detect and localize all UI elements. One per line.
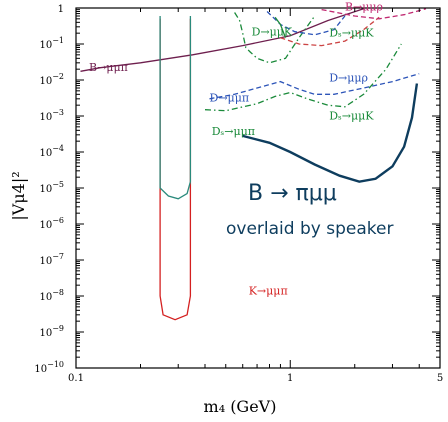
x-axis-label: m₄ (GeV) [204, 397, 277, 416]
overlay-title: B → πμμ [248, 181, 337, 206]
y-tick-label-1: 10−1 [39, 36, 64, 51]
ticks-layer: 1 10−1 10−2 10−3 10−4 10−5 10−6 10−7 10−8 10−9 10−… [34, 4, 443, 384]
y-tick-label-0: 1 [58, 4, 64, 15]
curve-label-4: D→μμK [252, 26, 293, 39]
series-line-7 [266, 11, 346, 36]
y-tick-label-3: 10−3 [39, 108, 64, 123]
y-tick-label-4: 10−4 [39, 144, 64, 159]
y-tick-label-10: 10−10 [34, 360, 64, 375]
series-line-8 [321, 8, 427, 20]
curve-label-5: Dₛ→μμK [329, 27, 374, 40]
x-tick-label-1: 1 [287, 373, 293, 384]
series-line-10 [274, 16, 287, 38]
y-tick-label-8: 10−8 [39, 288, 64, 303]
series-line-5 [204, 43, 402, 112]
x-tick-label-0: 0.1 [68, 373, 84, 384]
y-axis-label: |Vμ4|² [9, 171, 28, 220]
curve-label-1: K→μμπ [249, 285, 288, 298]
series-line-6 [280, 16, 380, 47]
series-line-3 [234, 12, 316, 64]
overlay-subtitle: overlaid by speaker [226, 219, 393, 239]
series-line-9 [242, 83, 419, 183]
series-line-2 [159, 16, 192, 200]
curve-label-7: Dₛ→μμK [329, 109, 374, 122]
curve-label-0: B→μμπ [89, 61, 128, 74]
y-tick-label-5: 10−5 [39, 180, 64, 195]
series-line-1 [159, 18, 192, 321]
curve-label-6: D→μμρ [329, 72, 368, 85]
y-tick-label-7: 10−7 [39, 252, 64, 267]
curve-labels-layer: B→μμπ K→μμπ D→μμπ Dₛ→μμπ D→μμK Dₛ→μμK D→μμρ Dₛ→… [89, 1, 383, 298]
y-tick-label-9: 10−9 [39, 324, 64, 339]
x-tick-label-2: 5 [437, 373, 443, 384]
curve-label-3: Dₛ→μμπ [212, 125, 255, 138]
series-line-0 [80, 8, 364, 72]
y-tick-label-2: 10−2 [39, 72, 64, 87]
y-tick-label-6: 10−6 [39, 216, 64, 231]
curve-label-8: B→μμρ [345, 1, 383, 14]
curves-layer [80, 8, 427, 321]
curve-label-2: D→μμπ [210, 92, 250, 105]
